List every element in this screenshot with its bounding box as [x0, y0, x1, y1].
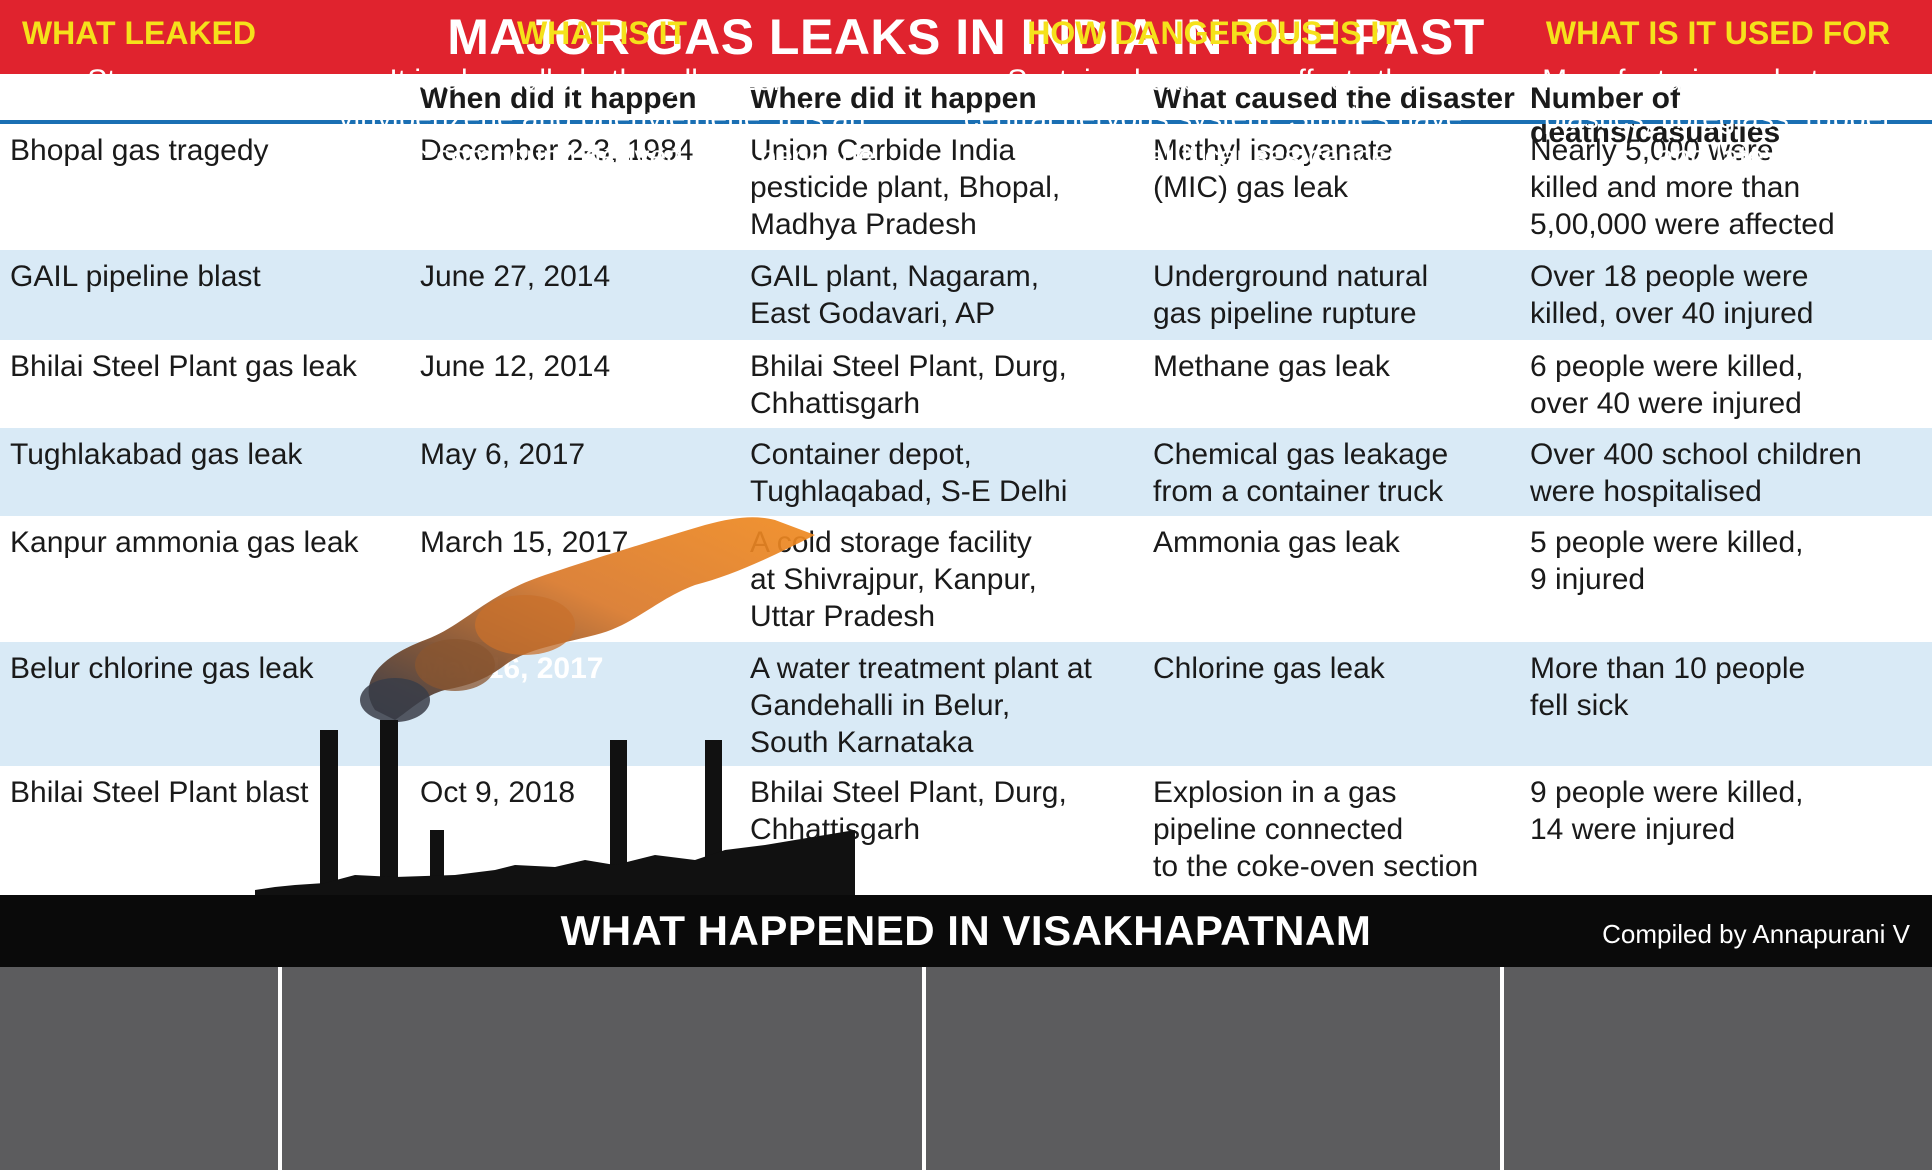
header-cause: What caused the disaster	[1153, 82, 1515, 115]
incident-casualties: More than 10 people fell sick	[1530, 652, 1806, 722]
incident-name: Belur chlorine gas leak	[10, 652, 314, 685]
section-title: WHAT HAPPENED IN VISAKHAPATNAM	[560, 907, 1372, 954]
incident-location: Container depot, Tughlaqabad, S-E Delhi	[750, 438, 1068, 508]
incident-casualties: 5 people were killed, 9 injured	[1530, 526, 1804, 596]
info-heading: WHAT IS IT USED FOR	[1545, 15, 1891, 51]
page-title: MAJOR GAS LEAKS IN INDIA IN THE PAST	[0, 0, 1932, 74]
incident-date: June 27, 2014	[420, 260, 611, 293]
table-row: Tughlakabad gas leak May 6, 2017 Contain…	[0, 428, 1932, 516]
info-how-dangerous: HOW DANGEROUS IS IT Sustained exposure a…	[926, 0, 1500, 203]
incident-casualties: 9 people were killed, 14 were injured	[1530, 776, 1804, 846]
incident-location: Union Carbide India pesticide plant, Bho…	[750, 134, 1061, 241]
incident-casualties: Over 400 school children were hospitalis…	[1530, 438, 1862, 508]
incident-cause: Chemical gas leakage from a container tr…	[1153, 438, 1449, 508]
incident-date: March 15, 2017	[420, 526, 629, 559]
incident-cause: Methyl isocyanate (MIC) gas leak	[1153, 134, 1394, 204]
info-panel	[0, 967, 1932, 1170]
incident-location: Bhilai Steel Plant, Durg, Chhattisgarh	[750, 350, 1067, 420]
table-row: Bhilai Steel Plant blast Oct 9, 2018 Bhi…	[0, 766, 1932, 895]
incident-date: Oct 9, 2018	[420, 776, 576, 809]
table-row: Bhilai Steel Plant gas leak June 12, 201…	[0, 340, 1932, 428]
info-heading: WHAT LEAKED	[21, 15, 257, 51]
incident-cause: Underground natural gas pipeline rupture	[1153, 260, 1429, 330]
info-body: Styrene	[87, 64, 191, 97]
incident-date: May 16, 2017	[420, 652, 604, 685]
incident-name: Bhilai Steel Plant gas leak	[10, 350, 357, 383]
table-header: When did it happen Where did it happen W…	[0, 74, 1932, 149]
info-used-for: WHAT IS IT USED FOR Manufacturing polyst…	[1504, 0, 1932, 203]
incident-name: Bhopal gas tragedy	[10, 134, 269, 167]
info-heading: WHAT IS IT	[516, 15, 688, 51]
table-row: Bhopal gas tragedy December 2-3, 1984 Un…	[0, 124, 1932, 250]
incident-cause: Chlorine gas leak	[1153, 652, 1385, 685]
table-row: Kanpur ammonia gas leak March 15, 2017 A…	[0, 516, 1932, 642]
header-where: Where did it happen	[750, 82, 1037, 115]
incident-casualties: Nearly 5,000 were killed and more than 5…	[1530, 134, 1835, 241]
incident-name: GAIL pipeline blast	[10, 260, 261, 293]
incident-location: Bhilai Steel Plant, Durg, Chhattisgarh	[750, 776, 1067, 846]
incident-name: Tughlakabad gas leak	[10, 438, 303, 471]
header-deaths: Number of deaths/casualties	[1530, 82, 1781, 149]
incident-location: A cold storage facility at Shivrajpur, K…	[750, 526, 1037, 633]
header-when: When did it happen	[420, 82, 697, 115]
info-body: It is also called ethenylbenzene, vinylb…	[329, 64, 875, 173]
info-body: Sustained exposure affects the central n…	[963, 64, 1463, 173]
table-row: Belur chlorine gas leak May 16, 2017 A w…	[0, 642, 1932, 766]
incident-location: GAIL plant, Nagaram, East Godavari, AP	[750, 260, 1040, 330]
visakhapatnam-banner: WHAT HAPPENED IN VISAKHAPATNAM Compiled …	[0, 895, 1932, 967]
incident-name: Bhilai Steel Plant blast	[10, 776, 309, 809]
column-divider	[278, 967, 282, 1170]
incident-cause: Methane gas leak	[1153, 350, 1390, 383]
incident-casualties: 6 people were killed, over 40 were injur…	[1530, 350, 1804, 420]
info-heading: HOW DANGEROUS IS IT	[1027, 15, 1399, 51]
incident-date: May 6, 2017	[420, 438, 586, 471]
incident-cause: Explosion in a gas pipeline connected to…	[1153, 776, 1479, 883]
incident-location: A water treatment plant at Gandehalli in…	[750, 652, 1092, 759]
table-row: GAIL pipeline blast June 27, 2014 GAIL p…	[0, 250, 1932, 340]
info-body: Manufacturing polystyrene plastics, fibr…	[1542, 64, 1894, 173]
info-what-is-it: WHAT IS IT It is also called ethenylbenz…	[282, 0, 922, 203]
incident-cause: Ammonia gas leak	[1153, 526, 1400, 559]
column-divider	[1500, 967, 1504, 1170]
incident-date: June 12, 2014	[420, 350, 611, 383]
incident-casualties: Over 18 people were killed, over 40 inju…	[1530, 260, 1814, 330]
credit-line: Compiled by Annapurani V	[1602, 919, 1910, 949]
incident-date: December 2-3, 1984	[420, 134, 694, 167]
incident-name: Kanpur ammonia gas leak	[10, 526, 359, 559]
info-what-leaked: WHAT LEAKED Styrene	[0, 0, 278, 203]
column-divider	[922, 967, 926, 1170]
